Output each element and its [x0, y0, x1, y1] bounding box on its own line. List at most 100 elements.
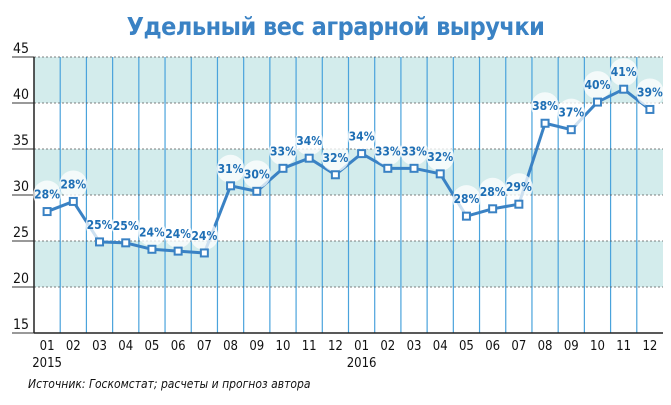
chart-title: Удельный вес аграрной выручки	[126, 12, 545, 41]
data-label: 34%	[296, 134, 322, 148]
x-tick-label: 07	[197, 339, 212, 354]
data-point	[226, 181, 236, 191]
data-label: 28%	[480, 185, 506, 199]
data-label-halo	[557, 98, 586, 127]
data-label: 25%	[87, 218, 113, 232]
data-point	[147, 244, 157, 254]
x-tick-label: 12	[328, 339, 343, 354]
data-label-halo	[137, 218, 166, 247]
data-label-halo	[190, 221, 219, 250]
data-label-halo	[59, 170, 88, 199]
data-label-halo	[164, 220, 193, 249]
x-tick-label: 11	[302, 339, 317, 354]
x-tick-label: 11	[616, 339, 631, 354]
data-label-halo	[531, 92, 560, 121]
data-point	[645, 104, 655, 114]
data-point	[383, 163, 393, 173]
data-point	[68, 196, 78, 206]
y-tick-label: 25	[13, 225, 29, 241]
data-point	[95, 237, 105, 247]
data-point	[42, 207, 52, 217]
year-label: 2015	[32, 356, 62, 371]
data-label: 33%	[375, 144, 401, 158]
data-point	[357, 149, 367, 159]
x-tick-label: 10	[276, 339, 291, 354]
data-label: 37%	[558, 106, 584, 120]
data-label: 33%	[270, 144, 296, 158]
x-tick-label: 07	[511, 339, 526, 354]
y-tick-label: 45	[13, 41, 29, 57]
x-tick-label: 05	[459, 339, 474, 354]
x-tick-label: 02	[380, 339, 395, 354]
data-label-halo	[216, 154, 245, 183]
data-label: 39%	[637, 85, 663, 99]
x-tick-label: 09	[564, 339, 579, 354]
data-label-halo	[400, 137, 429, 166]
data-label-halo	[504, 173, 533, 202]
year-label: 2016	[347, 356, 377, 371]
data-point	[278, 163, 288, 173]
data-label-halo	[373, 137, 402, 166]
data-point	[566, 125, 576, 135]
data-label-halo	[33, 180, 62, 209]
x-tick-label: 09	[249, 339, 264, 354]
x-tick-label: 01	[40, 339, 55, 354]
data-label: 31%	[218, 162, 244, 176]
data-point	[514, 199, 524, 209]
data-label: 40%	[585, 78, 611, 92]
data-label: 24%	[191, 229, 217, 243]
x-tick-label: 08	[538, 339, 553, 354]
data-point	[488, 204, 498, 214]
y-tick-label: 20	[13, 271, 29, 287]
data-point	[304, 153, 314, 163]
data-point	[409, 163, 419, 173]
data-label: 28%	[454, 192, 480, 206]
data-label-halo	[268, 137, 297, 166]
data-label: 29%	[506, 180, 532, 194]
data-label: 41%	[611, 65, 637, 79]
data-label-halo	[478, 177, 507, 206]
x-tick-label: 05	[144, 339, 159, 354]
y-tick-label: 15	[13, 317, 29, 333]
x-tick-label: 04	[118, 339, 133, 354]
data-label: 38%	[532, 99, 558, 113]
data-label: 24%	[165, 227, 191, 241]
data-label: 24%	[139, 225, 165, 239]
data-point	[461, 211, 471, 221]
data-label: 32%	[322, 151, 348, 165]
data-label-halo	[426, 142, 455, 171]
x-tick-label: 04	[433, 339, 448, 354]
data-point	[592, 97, 602, 107]
data-point	[199, 248, 209, 258]
data-label: 33%	[401, 144, 427, 158]
source-note: Источник: Госкомстат; расчеты и прогноз …	[28, 377, 311, 391]
data-label: 28%	[34, 188, 60, 202]
data-point	[173, 246, 183, 256]
x-tick-label: 02	[66, 339, 81, 354]
x-tick-label: 08	[223, 339, 238, 354]
x-tick-label: 10	[590, 339, 605, 354]
data-point	[330, 170, 340, 180]
data-label-halo	[609, 58, 638, 87]
data-point	[252, 186, 262, 196]
data-point	[121, 238, 131, 248]
x-tick-label: 06	[171, 339, 186, 354]
data-label: 28%	[60, 177, 86, 191]
data-label: 32%	[427, 150, 453, 164]
data-label: 34%	[349, 130, 375, 144]
data-label-halo	[242, 160, 271, 189]
data-label-halo	[635, 78, 664, 107]
data-label-halo	[295, 127, 324, 156]
y-tick-label: 30	[13, 179, 29, 195]
data-label-halo	[85, 210, 114, 239]
x-tick-label: 01	[354, 339, 369, 354]
data-point	[435, 169, 445, 179]
data-label-halo	[347, 122, 376, 151]
x-tick-label: 03	[407, 339, 422, 354]
data-label: 30%	[244, 167, 270, 181]
data-label-halo	[452, 185, 481, 214]
data-label-halo	[583, 71, 612, 100]
data-point	[619, 84, 629, 94]
